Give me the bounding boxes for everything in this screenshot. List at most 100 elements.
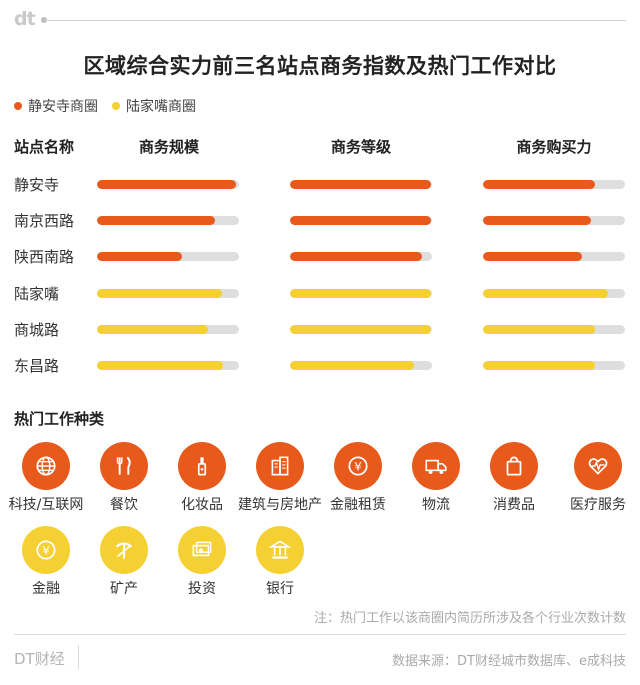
bar-level	[290, 252, 422, 261]
svg-text:¥: ¥	[354, 459, 362, 473]
job-label: 科技/互联网	[8, 497, 84, 513]
bar-purchasing	[483, 252, 582, 261]
bar-track	[483, 180, 625, 189]
legend-dot-yellow	[112, 102, 120, 110]
bar-track	[483, 325, 625, 334]
bar-track	[97, 216, 239, 225]
legend-item-lujiazui: 陆家嘴商圈	[112, 96, 196, 116]
bar-track	[97, 361, 239, 370]
legend: 静安寺商圈 陆家嘴商圈	[14, 96, 196, 116]
footer-separator	[78, 645, 79, 669]
footer-divider	[14, 634, 626, 635]
job-item: 物流	[391, 442, 481, 514]
header-scale: 商务规模	[138, 138, 199, 156]
bar-track	[483, 289, 625, 298]
bar-track	[290, 325, 432, 334]
bar-level	[290, 180, 431, 189]
job-label: 建筑与房地产	[238, 497, 322, 513]
job-item: 科技/互联网	[1, 442, 91, 514]
job-label: 银行	[266, 581, 294, 597]
job-label: 金融	[32, 581, 60, 597]
table-row: 东昌路	[0, 353, 640, 377]
bar-track	[290, 180, 432, 189]
bar-level	[290, 216, 431, 225]
bar-track	[483, 252, 625, 261]
bar-purchasing	[483, 180, 595, 189]
station-label: 陕西南路	[14, 248, 75, 266]
bar-purchasing	[483, 289, 608, 298]
job-item: 建筑与房地产	[235, 442, 325, 514]
header-purchasing: 商务购买力	[516, 138, 592, 156]
bar-scale	[97, 325, 208, 334]
fork-knife-icon	[100, 442, 148, 490]
yuan-coin-icon: ¥	[22, 526, 70, 574]
bar-purchasing	[483, 216, 591, 225]
bar-scale	[97, 289, 222, 298]
top-bar: dt	[0, 0, 640, 36]
bank-icon	[256, 526, 304, 574]
legend-dot-orange	[14, 102, 22, 110]
table-header: 站点名称 商务规模 商务等级 商务购买力	[0, 136, 640, 156]
job-item: 银行	[235, 526, 325, 598]
legend-item-jingansi: 静安寺商圈	[14, 96, 98, 116]
job-item: ¥ 金融	[1, 526, 91, 598]
dt-logo: dt	[14, 8, 36, 30]
bar-level	[290, 361, 414, 370]
job-item: 投资	[157, 526, 247, 598]
table-row: 南京西路	[0, 208, 640, 232]
legend-label: 陆家嘴商圈	[126, 99, 196, 115]
bar-track	[97, 289, 239, 298]
bar-track	[97, 180, 239, 189]
bar-track	[97, 325, 239, 334]
globe-icon	[22, 442, 70, 490]
chart-title: 区域综合实力前三名站点商务指数及热门工作对比	[83, 54, 557, 78]
bar-track	[290, 216, 432, 225]
bar-track	[97, 252, 239, 261]
table-row: 静安寺	[0, 172, 640, 196]
bar-scale	[97, 216, 215, 225]
station-label: 商城路	[14, 321, 60, 339]
bar-track	[290, 361, 432, 370]
bar-track	[483, 361, 625, 370]
job-label: 医疗服务	[570, 497, 626, 513]
shopping-bag-icon	[490, 442, 538, 490]
station-label: 静安寺	[14, 176, 60, 194]
job-item: 消费品	[469, 442, 559, 514]
job-label: 物流	[422, 497, 450, 513]
bar-level	[290, 325, 431, 334]
building-icon	[256, 442, 304, 490]
top-divider	[44, 20, 626, 21]
truck-icon	[412, 442, 460, 490]
bar-track	[290, 252, 432, 261]
job-item: 餐饮	[79, 442, 169, 514]
job-label: 矿产	[110, 581, 138, 597]
job-item: 矿产	[79, 526, 169, 598]
job-label: 化妆品	[181, 497, 223, 513]
header-station: 站点名称	[14, 138, 75, 156]
jobs-title: 热门工作种类	[14, 410, 105, 428]
bar-level	[290, 289, 431, 298]
job-label: 餐饮	[110, 497, 138, 513]
station-label: 南京西路	[14, 212, 75, 230]
job-item: 医疗服务	[553, 442, 640, 514]
cosmetics-icon	[178, 442, 226, 490]
table-row: 陆家嘴	[0, 281, 640, 305]
footnote: 注：热门工作以该商圈内简历所涉及各个行业次数计数	[313, 611, 626, 626]
footer-source: 数据来源：DT财经城市数据库、e成科技	[392, 654, 626, 669]
job-label: 消费品	[493, 497, 535, 513]
legend-label: 静安寺商圈	[28, 99, 98, 115]
bar-scale	[97, 252, 182, 261]
svg-text:¥: ¥	[42, 543, 50, 557]
job-item: 化妆品	[157, 442, 247, 514]
bar-track	[483, 216, 625, 225]
yuan-coin-icon: ¥	[334, 442, 382, 490]
table-row: 陕西南路	[0, 244, 640, 268]
bar-scale	[97, 361, 223, 370]
job-label: 投资	[188, 581, 216, 597]
table-row: 商城路	[0, 317, 640, 341]
bar-scale	[97, 180, 236, 189]
bar-track	[290, 289, 432, 298]
job-label: 金融租赁	[330, 497, 386, 513]
job-item: ¥ 金融租赁	[313, 442, 403, 514]
footer-brand: DT财经	[14, 650, 65, 668]
